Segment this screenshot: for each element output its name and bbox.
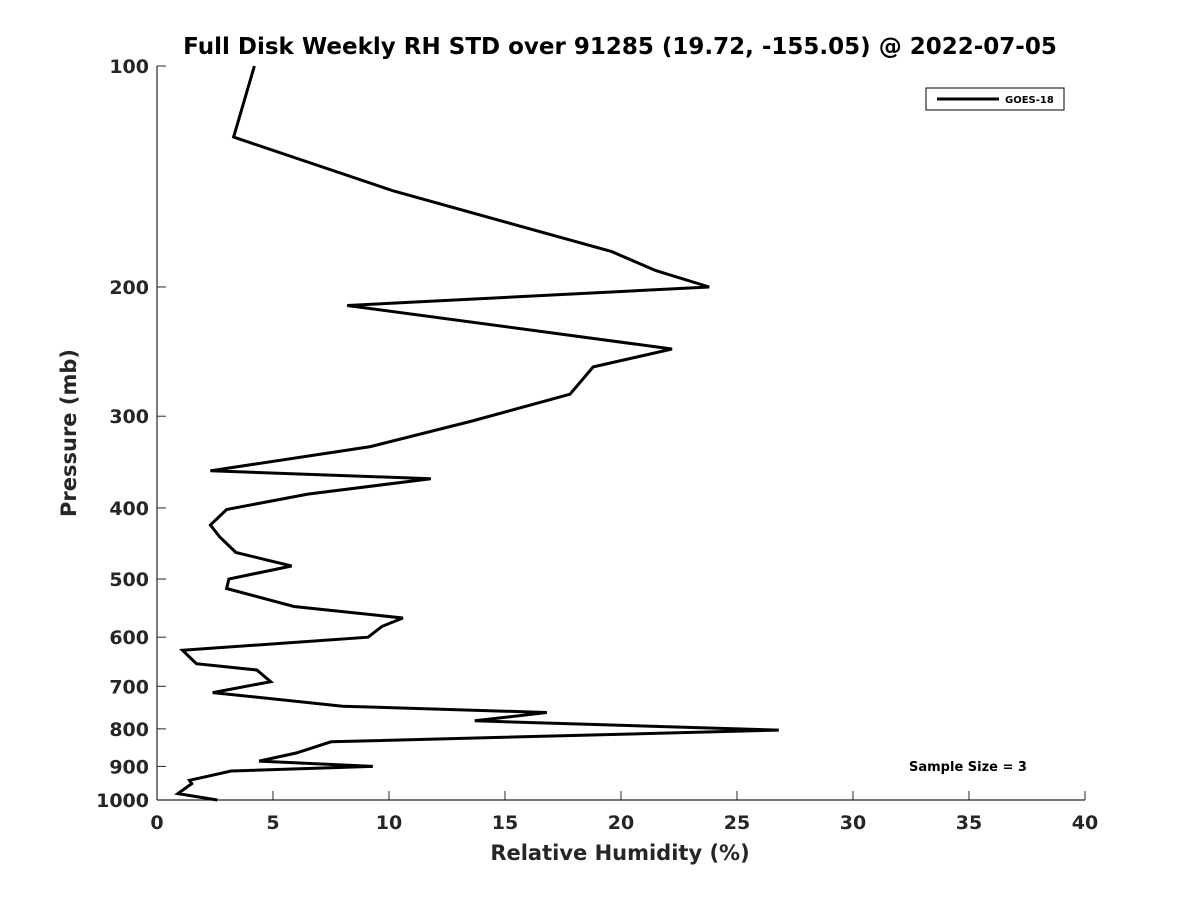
x-axis-label: Relative Humidity (%) — [490, 841, 749, 865]
y-tick-label: 200 — [109, 277, 149, 299]
y-tick-label: 800 — [109, 719, 149, 741]
x-tick-label: 0 — [150, 812, 163, 834]
sample-size-annotation: Sample Size = 3 — [909, 760, 1027, 775]
x-tick-label: 10 — [376, 812, 402, 834]
y-tick-label: 700 — [109, 676, 149, 698]
x-tick-label: 15 — [492, 812, 518, 834]
y-tick-label: 900 — [109, 756, 149, 778]
x-tick-label: 25 — [724, 812, 750, 834]
legend-label: GOES-18 — [1005, 95, 1054, 106]
y-tick-label: 400 — [109, 498, 149, 520]
y-tick-label: 1000 — [96, 790, 149, 812]
y-tick-label: 500 — [109, 569, 149, 591]
x-tick-label: 35 — [956, 812, 982, 834]
y-axis-label: Pressure (mb) — [57, 349, 81, 517]
plot-area — [174, 65, 779, 802]
chart-title: Full Disk Weekly RH STD over 91285 (19.7… — [183, 34, 1057, 60]
axes: 0 5 10 15 20 25 30 35 40 100 200 300 400 500 600 700 800… — [96, 56, 1098, 834]
y-tick-label: 600 — [109, 627, 149, 649]
x-tick-label: 30 — [840, 812, 866, 834]
x-tick-label: 20 — [608, 812, 634, 834]
series-line-goes-18 — [174, 65, 779, 802]
y-tick-label: 100 — [109, 56, 149, 78]
y-tick-label: 300 — [109, 406, 149, 428]
x-tick-label: 5 — [266, 812, 279, 834]
x-tick-label: 40 — [1072, 812, 1098, 834]
legend: GOES-18 — [925, 87, 1065, 111]
